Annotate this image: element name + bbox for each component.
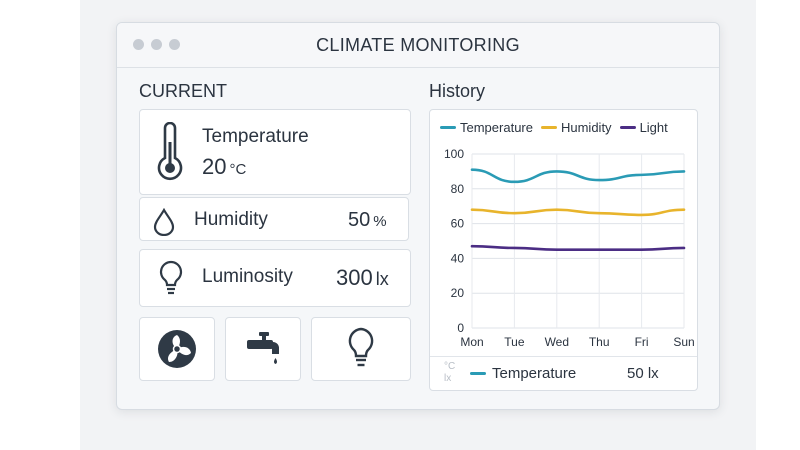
temperature-value-row: 20 °C: [202, 154, 246, 180]
x-tick-label: Fri: [635, 335, 649, 349]
x-tick-label: Thu: [589, 335, 610, 349]
chart-legend: Temperature Humidity Light: [440, 120, 668, 135]
legend-item[interactable]: Temperature: [440, 120, 533, 135]
droplet-icon: [153, 208, 175, 236]
temperature-value: 20: [202, 154, 227, 179]
y-tick-label: 0: [457, 321, 464, 335]
temperature-label: Temperature: [202, 126, 309, 147]
fan-icon: [158, 330, 196, 368]
window-controls: [133, 39, 180, 50]
window-maximize-dot[interactable]: [169, 39, 180, 50]
x-tick-label: Mon: [460, 335, 483, 349]
y-tick-label: 100: [444, 147, 464, 161]
legend-label: Temperature: [460, 120, 533, 135]
y-tick-label: 80: [451, 182, 465, 196]
y-tick-label: 40: [451, 251, 465, 265]
temperature-unit: °C: [229, 161, 247, 178]
humidity-label: Humidity: [194, 209, 268, 230]
legend-swatch: [440, 126, 456, 129]
series-line-light: [470, 244, 686, 251]
footer-units: °C lx: [444, 361, 455, 385]
legend-swatch: [540, 126, 557, 129]
series-line-temperature: [470, 168, 686, 184]
x-tick-label: Tue: [504, 335, 525, 349]
series-line-humidity: [470, 208, 686, 217]
faucet-icon: [247, 332, 279, 364]
legend-label: Light: [639, 120, 668, 135]
window-minimize-dot[interactable]: [151, 39, 162, 50]
faucet-button[interactable]: [225, 317, 301, 381]
luminosity-value: 300: [336, 265, 373, 290]
history-section-label: History: [429, 81, 486, 101]
history-chart-card: Temperature Humidity Light 0 20 40 60 80 100 Mon…: [429, 109, 698, 391]
thermometer-icon: [157, 122, 183, 181]
humidity-value-row: 50%: [348, 209, 387, 232]
humidity-card: Humidity 50%: [139, 197, 409, 241]
current-section-label: CURRENT: [139, 81, 227, 101]
window-title: CLIMATE MONITORING: [316, 35, 520, 55]
title-bar: CLIMATE MONITORING: [117, 23, 719, 68]
y-tick-label: 60: [451, 217, 465, 231]
footer-unit-celsius: °C: [444, 361, 456, 372]
fan-button[interactable]: [139, 317, 215, 381]
history-chart: 0 20 40 60 80 100 Mon Tue Wed Thu Fri Sun: [444, 147, 695, 349]
legend-item[interactable]: Light: [619, 120, 668, 135]
footer-legend-label: Temperature: [492, 365, 577, 382]
luminosity-label: Luminosity: [202, 266, 293, 287]
humidity-value: 50: [348, 209, 371, 231]
chart-footer: °C lx Temperature 50 lx: [430, 356, 697, 391]
temperature-card: Temperature 20 °C: [139, 109, 411, 195]
y-tick-label: 20: [451, 286, 465, 300]
legend-label: Humidity: [560, 120, 612, 135]
footer-legend[interactable]: Temperature: [470, 365, 576, 382]
lightbulb-icon: [159, 260, 183, 295]
x-tick-label: Sun: [673, 335, 694, 349]
footer-legend-swatch: [470, 372, 486, 375]
lightbulb-icon: [348, 327, 374, 367]
x-tick-label: Wed: [545, 335, 569, 349]
light-button[interactable]: [311, 317, 411, 381]
legend-swatch: [619, 126, 636, 129]
window-close-dot[interactable]: [133, 39, 144, 50]
humidity-unit: %: [373, 213, 387, 230]
luminosity-unit: lx: [375, 269, 389, 289]
app-window: CLIMATE MONITORING CURRENT Temperature 2…: [116, 22, 720, 410]
footer-value: 50 lx: [627, 365, 659, 382]
legend-item[interactable]: Humidity: [540, 120, 612, 135]
footer-unit-lux: lx: [444, 373, 452, 384]
luminosity-value-row: 300 lx: [336, 265, 389, 291]
luminosity-card: Luminosity 300 lx: [139, 249, 411, 307]
